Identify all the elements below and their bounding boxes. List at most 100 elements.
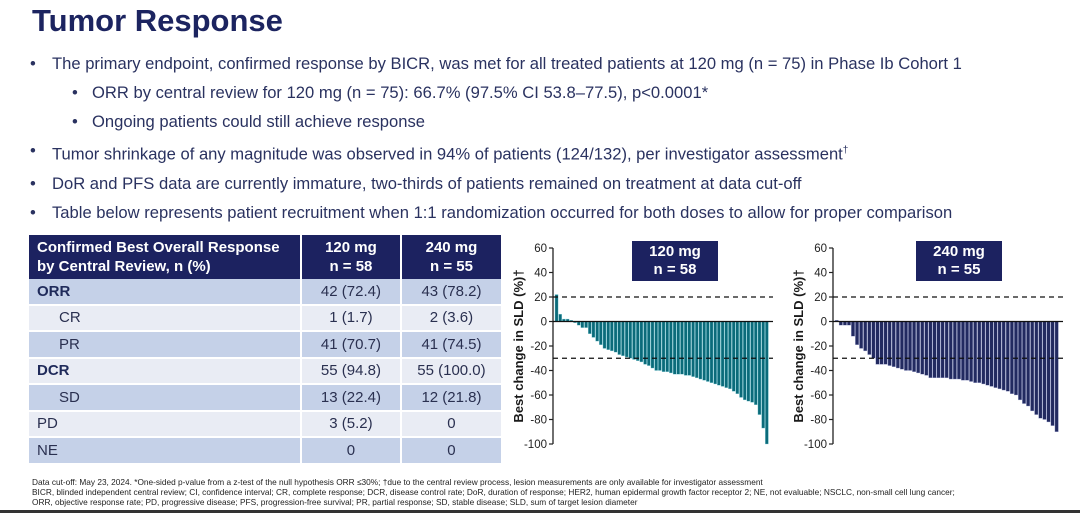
row-label: SD [29,384,302,412]
chart-title-n: n = 58 [653,261,697,278]
table-row: PR 41 (70.7) 41 (74.5) [29,331,504,359]
waterfall-bar [948,321,953,380]
table-row: DCR 55 (94.8) 55 (100.0) [29,357,504,385]
table-header-row: Confirmed Best Overall Response by Centr… [29,235,504,279]
waterfall-bar [904,321,908,371]
waterfall-bar [698,321,703,380]
y-tick-label: 40 [534,268,547,280]
header-label-line1: Confirmed Best Overall Response [37,239,280,256]
waterfall-bar [635,321,640,361]
waterfall-bar [595,321,599,342]
waterfall-bar [757,321,762,415]
waterfall-bar [628,321,633,359]
waterfall-bar [665,321,669,372]
waterfall-bar [761,321,765,429]
y-tick-label: 0 [821,317,827,329]
waterfall-bar [647,321,651,366]
waterfall-bar [981,321,986,385]
row-label: NE [29,437,302,465]
waterfall-bar [654,321,658,371]
waterfall-bar [724,321,728,388]
waterfall-svg-120mg: Best change in SLD (%)† 60 40 20 0 -20 -40 -60 -… [511,243,773,451]
waterfall-bar [639,321,644,363]
waterfall-bar [617,321,621,355]
waterfall-bar [706,321,710,382]
waterfall-bar [624,321,629,358]
footnote-line: BICR, blinded independent central review… [32,487,955,497]
waterfall-bar [855,321,860,345]
chart-title-n: n = 55 [937,261,981,278]
y-tick-label: 20 [534,292,547,304]
cell-240mg: 55 (100.0) [400,357,504,385]
waterfall-bar [680,321,684,375]
header-120-dose: 120 mg [325,239,377,256]
waterfall-bar [695,321,699,379]
waterfall-bar [742,321,747,401]
bullet-item: • Ongoing patients could still achieve re… [30,107,1080,136]
waterfall-bar [584,321,588,328]
cell-120mg: 13 (22.4) [300,384,402,412]
bullet-text: Ongoing patients could still achieve res… [92,112,426,131]
waterfall-bar [613,321,618,353]
header-label-line2: by Central Review, n (%) [37,258,211,275]
waterfall-bar [672,321,677,375]
waterfall-bar [887,321,892,366]
waterfall-bar [928,321,933,379]
waterfall-bar [1030,321,1035,412]
waterfall-bar [989,321,994,387]
waterfall-bar [863,321,868,352]
y-tick-label: -40 [530,366,547,378]
waterfall-bar [895,321,900,369]
waterfall-bar [702,321,706,381]
row-label: PR [29,331,302,359]
cell-240mg: 43 (78.2) [400,279,504,306]
cell-120mg: 42 (72.4) [300,279,402,306]
waterfall-bar [1046,321,1051,423]
y-axis-label: Best change in SLD (%)† [791,269,806,422]
waterfall-bar [997,321,1002,390]
waterfall-bar [985,321,990,386]
waterfall-bar [602,321,607,349]
waterfall-bar [746,321,751,402]
cell-120mg: 3 (5.2) [300,410,402,438]
table-row: SD 13 (22.4) 12 (21.8) [29,384,504,412]
y-tick-label: -80 [810,415,827,427]
bullet-text: DoR and PFS data are currently immature,… [52,173,802,193]
chart-title-dose: 240 mg [933,243,985,260]
waterfall-bar [924,321,929,376]
waterfall-bar [932,321,937,379]
bullet-item: • Table below represents patient recruitm… [30,198,1080,227]
waterfall-bar [973,321,978,383]
cell-120mg: 0 [300,437,402,465]
waterfall-bar [1022,321,1026,404]
waterfall-bar [676,321,681,375]
cell-120mg: 41 (70.7) [300,331,402,359]
header-120-n: n = 58 [329,258,373,275]
waterfall-bar [993,321,998,388]
bullet-item: • Tumor shrinkage of any magnitude was ob… [30,136,1080,169]
waterfall-bar [965,321,969,381]
waterfall-bar [859,321,864,349]
waterfall-bar [558,313,562,322]
waterfall-bar [683,321,688,376]
waterfall-bar [944,321,949,379]
cell-240mg: 0 [400,437,504,465]
row-label: ORR [29,279,302,306]
page-title: Tumor Response [32,3,283,38]
y-tick-label: -20 [810,341,827,353]
row-label: PD [29,410,302,438]
waterfall-chart-120mg: Best change in SLD (%)† 60 40 20 0 -20 -40 -60 -… [505,238,785,460]
waterfall-chart-240mg: Best change in SLD (%)† 60 40 20 0 -20 -40 -60 -… [785,238,1075,460]
waterfall-bar [920,321,925,375]
waterfall-bar [717,321,721,386]
table-row: NE 0 0 [29,437,504,465]
chart-title-box-120mg: 120 mg n = 58 [631,240,719,282]
bullet-dot-icon: • [30,54,36,73]
waterfall-bar [952,321,957,380]
chart-title-dose: 120 mg [649,243,701,260]
row-label: CR [29,304,302,332]
waterfall-bar [940,321,945,379]
waterfall-bar [908,321,912,371]
waterfall-bar [610,321,614,352]
waterfall-bar [728,321,732,390]
